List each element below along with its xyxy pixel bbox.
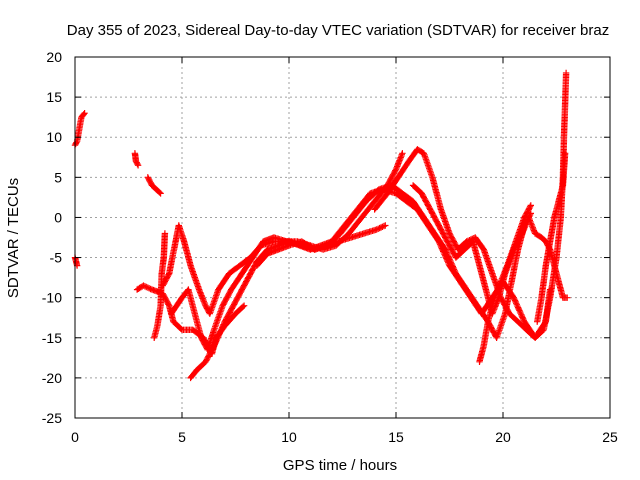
y-tick-label: 0	[54, 209, 62, 225]
y-tick-label: 5	[54, 169, 62, 185]
series-s3	[131, 150, 142, 169]
marker-trace	[131, 150, 142, 169]
x-axis-label: GPS time / hours	[283, 457, 397, 474]
x-tick-label: 0	[71, 429, 79, 445]
series-s13	[476, 202, 534, 365]
series-s2	[71, 254, 81, 269]
tick-labels: 0 5 10 15 20 25 -25 -20 -15 -10 -5 0 5 10 15 20	[42, 49, 618, 445]
grid	[75, 57, 610, 418]
marker-trace	[476, 202, 534, 365]
series-s10	[253, 182, 534, 341]
x-tick-label: 5	[178, 429, 186, 445]
x-tick-label: 10	[281, 429, 297, 445]
plot-border	[74, 56, 611, 419]
chart-title: Day 355 of 2023, Sidereal Day-to-day VTE…	[67, 22, 609, 39]
x-tick-label: 25	[602, 429, 618, 445]
x-tick-label: 20	[495, 429, 511, 445]
series-s8	[168, 150, 406, 353]
marker-trace	[71, 254, 81, 269]
y-tick-label: 15	[46, 89, 62, 105]
marker-trace	[253, 182, 534, 341]
y-tick-label: -5	[50, 250, 63, 266]
data-points	[71, 69, 571, 382]
y-tick-label: -25	[42, 410, 62, 426]
series-s6	[151, 230, 169, 341]
series-s14	[534, 150, 569, 325]
marker-trace	[168, 150, 406, 353]
series-s4	[144, 174, 164, 197]
marker-trace	[151, 230, 169, 341]
y-tick-label: 10	[46, 129, 62, 145]
y-tick-label: -15	[42, 330, 62, 346]
y-axis-label: SDTVAR / TECUs	[5, 178, 22, 298]
y-tick-label: 20	[46, 49, 62, 65]
x-tick-label: 15	[388, 429, 404, 445]
marker-trace	[534, 150, 569, 325]
series-s1	[71, 110, 88, 149]
y-tick-label: -10	[42, 290, 62, 306]
marker-trace	[144, 174, 164, 197]
tick-marks	[74, 56, 611, 419]
y-tick-label: -20	[42, 370, 62, 386]
marker-trace	[71, 110, 88, 149]
